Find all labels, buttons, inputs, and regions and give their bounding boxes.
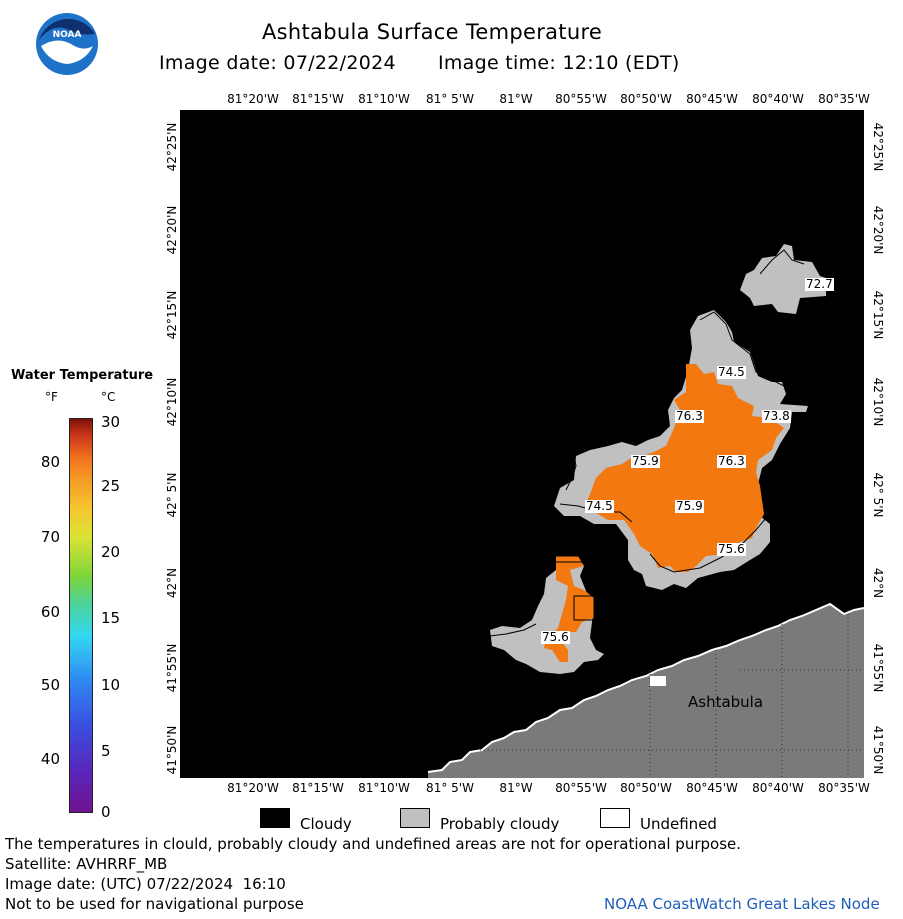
lat-label-right: 41°55'N <box>871 643 885 693</box>
land-area <box>428 604 864 778</box>
colorbar-tick-c: 25 <box>101 477 121 495</box>
contour-line <box>573 595 595 621</box>
colorbar-tick-c: 5 <box>101 742 111 760</box>
temperature-label: 74.5 <box>585 499 614 513</box>
lon-label-bottom: 81°20'W <box>227 781 279 795</box>
colorbar-title: Water Temperature <box>11 368 154 383</box>
lat-label-right: 42°N <box>871 567 885 599</box>
lat-label-left: 42°15'N <box>165 290 179 340</box>
lon-label-bottom: 81° 5'W <box>426 781 474 795</box>
lat-label-right: 42°25'N <box>871 122 885 172</box>
logo-text: NOAA <box>53 30 82 40</box>
temperature-label: 76.3 <box>717 454 746 468</box>
lat-label-right: 42° 5'N <box>871 472 885 518</box>
temperature-label: 73.8 <box>762 409 791 423</box>
page-title: Ashtabula Surface Temperature <box>262 20 603 44</box>
lon-label-top: 81°15'W <box>292 92 344 106</box>
warm-water-region <box>584 364 784 572</box>
temperature-label: 75.9 <box>675 499 704 513</box>
lon-label-bottom: 80°45'W <box>686 781 738 795</box>
lon-label-top: 80°40'W <box>752 92 804 106</box>
colorbar-tick-f: 50 <box>40 676 60 694</box>
city-label: Ashtabula <box>688 693 764 711</box>
legend-cloudy-swatch <box>260 808 290 828</box>
lon-label-top: 80°35'W <box>818 92 870 106</box>
lon-label-top: 80°45'W <box>686 92 738 106</box>
legend-probably-cloudy-label: Probably cloudy <box>440 815 560 833</box>
navigation-warning: Not to be used for navigational purpose <box>5 895 304 913</box>
colorbar-tick-c: 30 <box>101 413 121 431</box>
lon-label-top: 81° 5'W <box>426 92 474 106</box>
lon-label-bottom: 80°55'W <box>555 781 607 795</box>
lat-label-left: 41°55'N <box>165 643 179 693</box>
temperature-label: 75.6 <box>717 542 746 556</box>
lat-label-left: 41°50'N <box>165 725 179 775</box>
lat-label-right: 42°10'N <box>871 377 885 427</box>
lon-label-bottom: 80°50'W <box>620 781 672 795</box>
contour-line <box>565 453 577 491</box>
lat-label-right: 42°20'N <box>871 205 885 255</box>
colorbar-tick-f: 60 <box>40 603 60 621</box>
temperature-label: 75.9 <box>631 454 660 468</box>
temperature-label: 75.6 <box>541 630 570 644</box>
lon-label-bottom: 80°35'W <box>818 781 870 795</box>
lon-label-bottom: 81°W <box>499 781 533 795</box>
lon-label-top: 81°10'W <box>358 92 410 106</box>
lon-label-bottom: 81°15'W <box>292 781 344 795</box>
lat-label-left: 42° 5'N <box>165 472 179 518</box>
colorbar-tick-c: 10 <box>101 676 121 694</box>
legend-probably-cloudy-swatch <box>400 808 430 828</box>
lon-label-bottom: 81°10'W <box>358 781 410 795</box>
lat-label-left: 42°20'N <box>165 205 179 255</box>
legend-undefined-swatch <box>600 808 630 828</box>
temperature-colorbar <box>69 418 93 813</box>
shoreline <box>427 602 865 773</box>
lon-label-top: 81°20'W <box>227 92 279 106</box>
image-date-line: Image date: 07/22/2024 Image time: 12:10 … <box>159 52 680 74</box>
contour-line <box>554 555 584 563</box>
lat-label-left: 42°10'N <box>165 377 179 427</box>
contour-line <box>759 249 805 275</box>
undefined-patch <box>650 676 666 686</box>
temperature-label: 72.7 <box>805 277 834 291</box>
colorbar-unit-c: °C <box>101 390 116 404</box>
probably-cloudy-region <box>740 244 826 314</box>
lat-label-left: 42°N <box>165 567 179 599</box>
legend-cloudy-label: Cloudy <box>300 815 352 833</box>
image-date: Image date: 07/22/2024 <box>159 52 396 74</box>
contour-line <box>649 517 767 573</box>
lon-label-top: 81°W <box>499 92 533 106</box>
temperature-label: 76.3 <box>675 409 704 423</box>
lat-label-right: 41°50'N <box>871 725 885 775</box>
contour-line <box>489 623 537 637</box>
lat-label-right: 42°15'N <box>871 290 885 340</box>
lat-label-left: 42°25'N <box>165 122 179 172</box>
image-time: Image time: 12:10 (EDT) <box>437 52 680 74</box>
utc-date-text: Image date: (UTC) 07/22/2024 16:10 <box>5 875 286 893</box>
temperature-label: 74.5 <box>717 365 746 379</box>
lon-label-top: 80°55'W <box>555 92 607 106</box>
temperature-map: 72.7 74.5 76.3 73.8 75.9 76.3 74.5 75.9 … <box>180 110 865 778</box>
lon-label-bottom: 80°40'W <box>752 781 804 795</box>
colorbar-tick-c: 20 <box>101 543 121 561</box>
lon-label-top: 80°50'W <box>620 92 672 106</box>
colorbar-tick-f: 40 <box>40 750 60 768</box>
colorbar-unit-f: °F <box>45 390 58 404</box>
colorbar-tick-c: 0 <box>101 803 111 821</box>
disclaimer-text: The temperatures in clould, probably clo… <box>5 835 742 853</box>
map-canvas <box>427 244 865 778</box>
legend-undefined-label: Undefined <box>640 815 717 833</box>
satellite-text: Satellite: AVHRRF_MB <box>5 855 168 873</box>
contour-line <box>699 311 809 407</box>
noaa-logo-icon: NOAA <box>35 12 99 76</box>
credit-text: NOAA CoastWatch Great Lakes Node <box>604 895 880 913</box>
colorbar-tick-f: 80 <box>40 453 60 471</box>
colorbar-tick-c: 15 <box>101 609 121 627</box>
colorbar-tick-f: 70 <box>40 528 60 546</box>
